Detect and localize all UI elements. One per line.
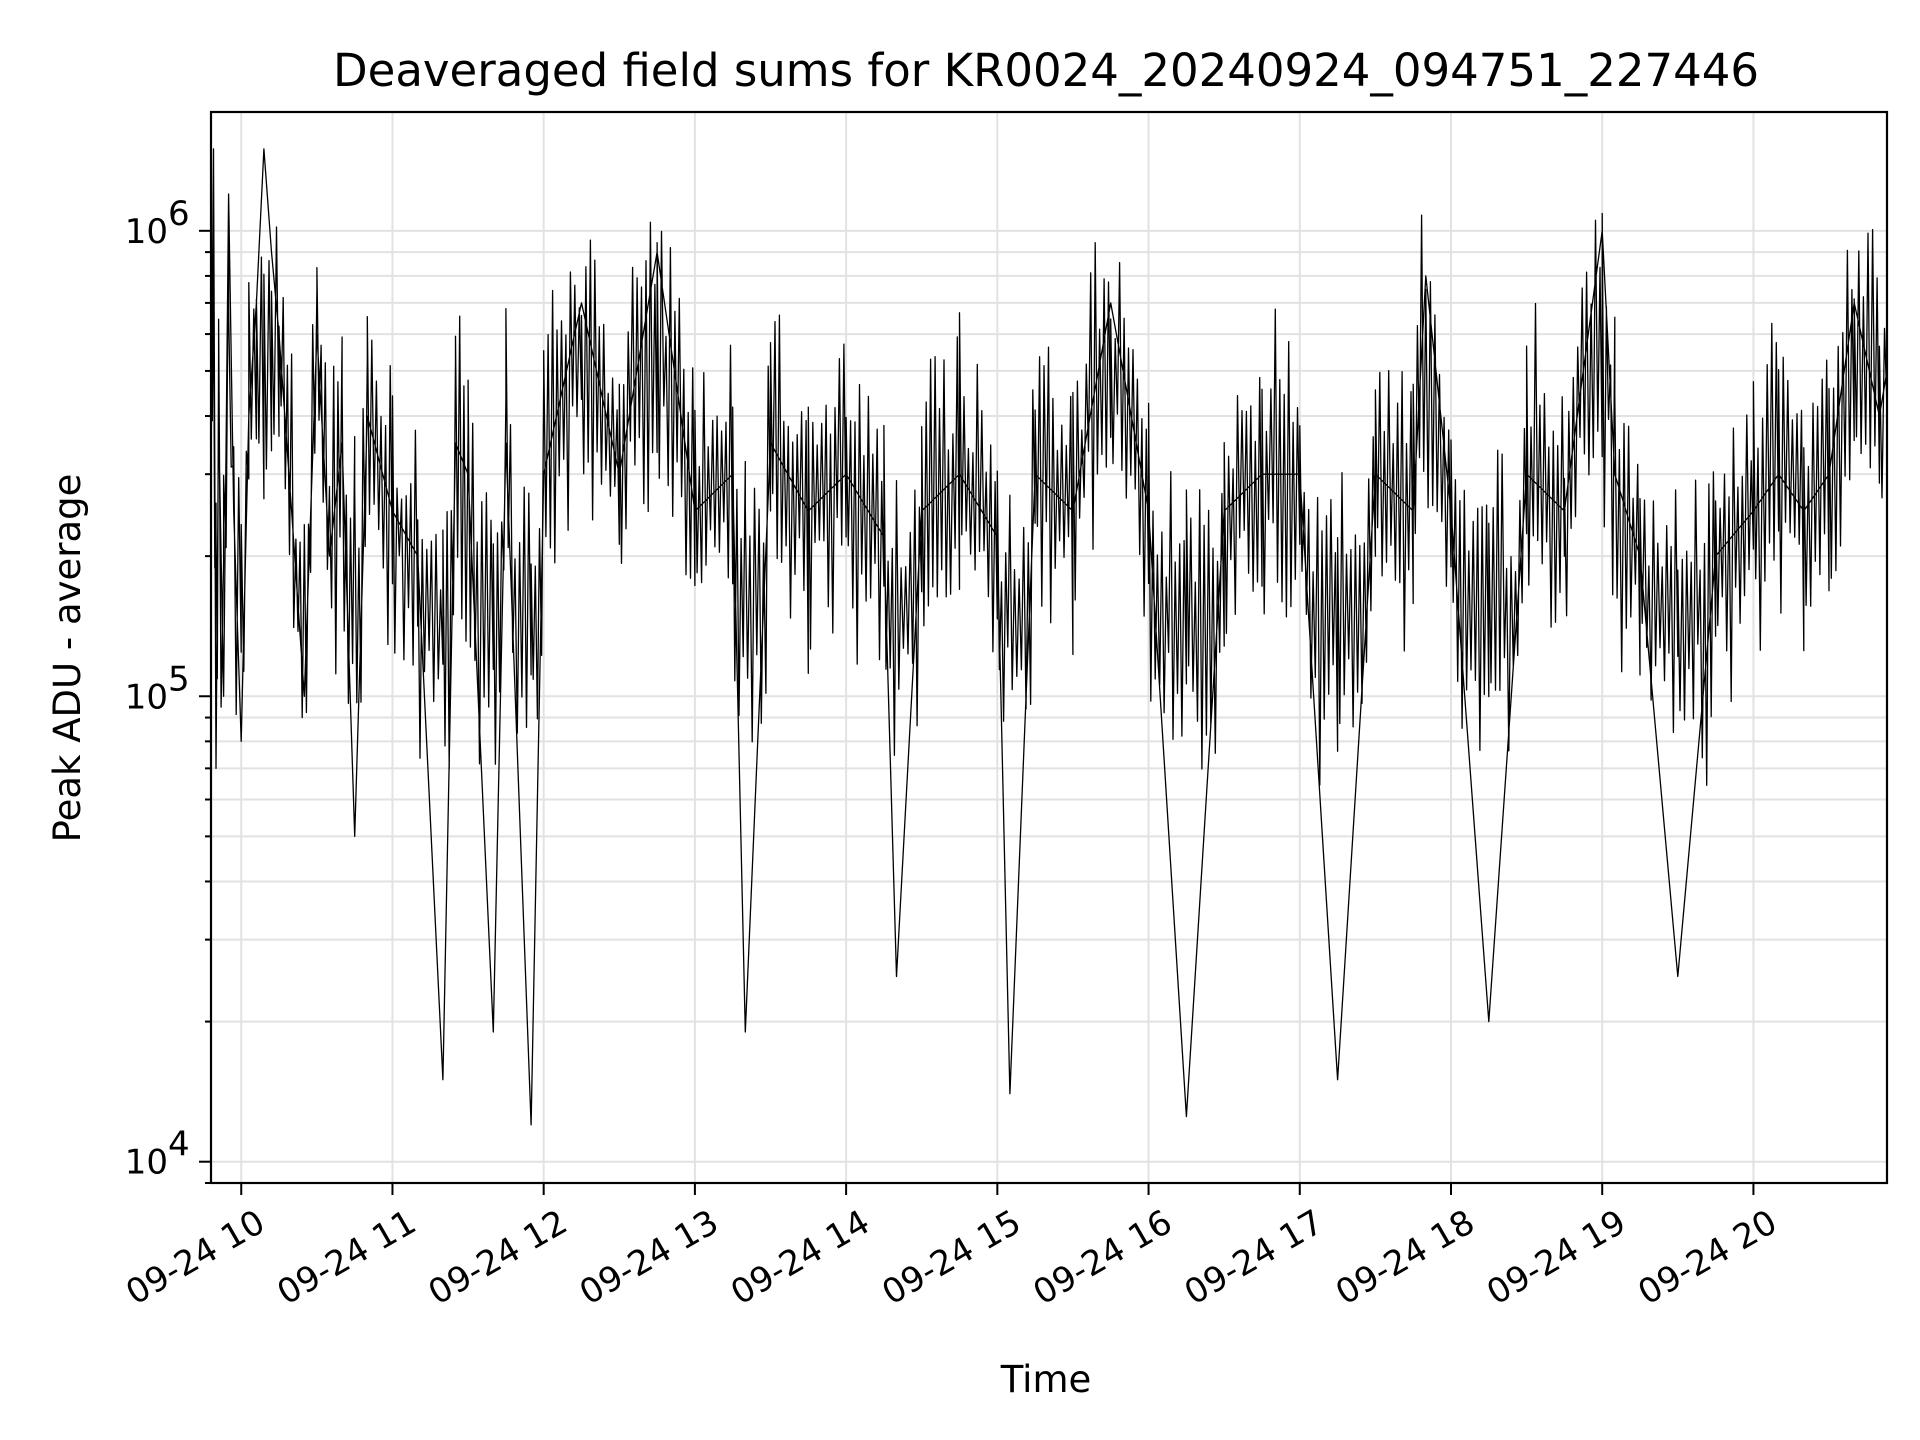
series-layer: [210, 148, 1888, 1126]
x-axis-label: Time: [1000, 1358, 1092, 1401]
y-tick-label: 10: [125, 1143, 168, 1183]
y-tick-exponent: 5: [168, 659, 190, 699]
chart-title: Deaveraged field sums for KR0024_2024092…: [333, 44, 1759, 97]
plot-frame: [209, 110, 1889, 1185]
y-tick-exponent: 6: [168, 194, 190, 234]
y-axis-label: Peak ADU - average: [46, 474, 89, 843]
y-tick-label: 10: [125, 677, 168, 717]
y-tick-label: 10: [125, 212, 168, 252]
y-tick-exponent: 4: [168, 1125, 190, 1165]
series-line: [210, 148, 1888, 1126]
